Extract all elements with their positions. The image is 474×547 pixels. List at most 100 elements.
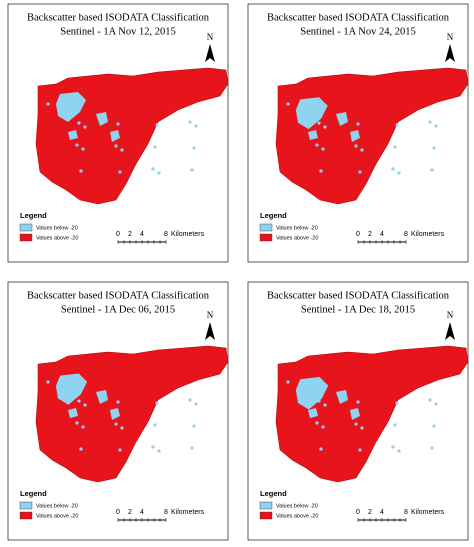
water-speck [79,447,83,451]
water-speck [360,426,364,430]
water-speck [317,121,321,125]
water-speck [395,401,399,405]
panel-title: Backscatter based ISODATA Classification [267,290,450,301]
water-speck [153,145,157,149]
legend-swatch [259,233,273,242]
water-area [336,390,348,404]
legend-swatch [19,233,33,242]
legend-label: Values below -20 [36,503,78,509]
water-speck [393,145,397,149]
water-area [110,408,120,420]
legend-label: Values above -20 [276,235,318,241]
scale-label: 2 [368,509,372,516]
north-label: N [207,32,214,42]
legend-label: Values below -20 [276,225,318,231]
panel-subtitle: Sentinel - 1A Dec 18, 2015 [301,304,415,315]
water-speck [114,144,118,148]
water-speck [116,122,120,126]
region [275,345,469,483]
water-speck [155,401,159,405]
water-area [68,130,78,140]
water-speck [319,169,323,173]
water-speck [434,402,438,406]
legend-label: Values above -20 [276,513,318,519]
scale-label: 0 [116,231,120,238]
water-speck [391,445,395,449]
north-arrow [445,322,455,340]
water-speck [77,121,81,125]
panel-title: Backscatter based ISODATA Classification [27,290,210,301]
water-speck [83,125,87,129]
water-area [55,373,88,405]
scale-label: 8 [404,509,408,516]
water-speck [83,403,87,407]
water-speck [321,425,325,429]
water-speck [432,146,436,150]
water-speck [356,122,360,126]
scale-label: 0 [356,231,360,238]
water-area [110,130,120,142]
water-speck [116,400,120,404]
water-speck [120,148,124,152]
map-panel: Backscatter based ISODATA Classification… [247,3,469,263]
scale-unit: Kilometers [411,509,445,516]
legend-swatch [19,511,33,520]
legend-label: Values below -20 [36,225,78,231]
legend-title: Legend [260,489,287,498]
water-speck [157,449,161,453]
water-area [68,408,78,418]
water-speck [428,120,432,124]
scale-label: 8 [164,231,168,238]
water-speck [354,422,358,426]
panel-subtitle: Sentinel - 1A Dec 06, 2015 [61,304,175,315]
water-speck [397,171,401,175]
north-arrow [205,322,215,340]
water-area [96,112,108,126]
water-speck [118,170,122,174]
legend-label: Values below -20 [276,503,318,509]
scale-label: 0 [356,509,360,516]
water-speck [190,446,194,450]
water-speck [188,120,192,124]
legend-swatch [19,501,33,510]
water-speck [46,102,50,106]
north-arrow [205,44,215,62]
water-speck [360,148,364,152]
scale-label: 4 [380,509,384,516]
water-speck [75,143,79,147]
water-speck [393,423,397,427]
panel-title: Backscatter based ISODATA Classification [267,12,450,23]
water-speck [358,170,362,174]
scale-unit: Kilometers [411,231,445,238]
north-label: N [207,310,214,320]
scale-label: 2 [368,231,372,238]
water-speck [190,168,194,172]
map-panel: Backscatter based ISODATA Classification… [247,281,469,541]
water-speck [155,123,159,127]
water-speck [81,425,85,429]
legend-swatch [19,223,33,232]
panel-subtitle: Sentinel - 1A Nov 24, 2015 [300,26,416,37]
water-speck [286,380,290,384]
water-speck [323,125,327,129]
water-area [350,408,360,420]
water-speck [356,400,360,404]
water-area [56,92,86,122]
water-speck [46,380,50,384]
water-area [96,390,108,404]
scale-label: 8 [404,231,408,238]
water-speck [430,446,434,450]
water-speck [315,421,319,425]
water-speck [192,146,196,150]
water-speck [430,168,434,172]
water-speck [428,398,432,402]
water-speck [397,449,401,453]
water-speck [151,167,155,171]
legend-swatch [259,511,273,520]
scale-label: 4 [140,509,144,516]
water-speck [81,147,85,151]
north-arrow [445,44,455,62]
north-label: N [447,310,454,320]
scale-unit: Kilometers [171,231,205,238]
